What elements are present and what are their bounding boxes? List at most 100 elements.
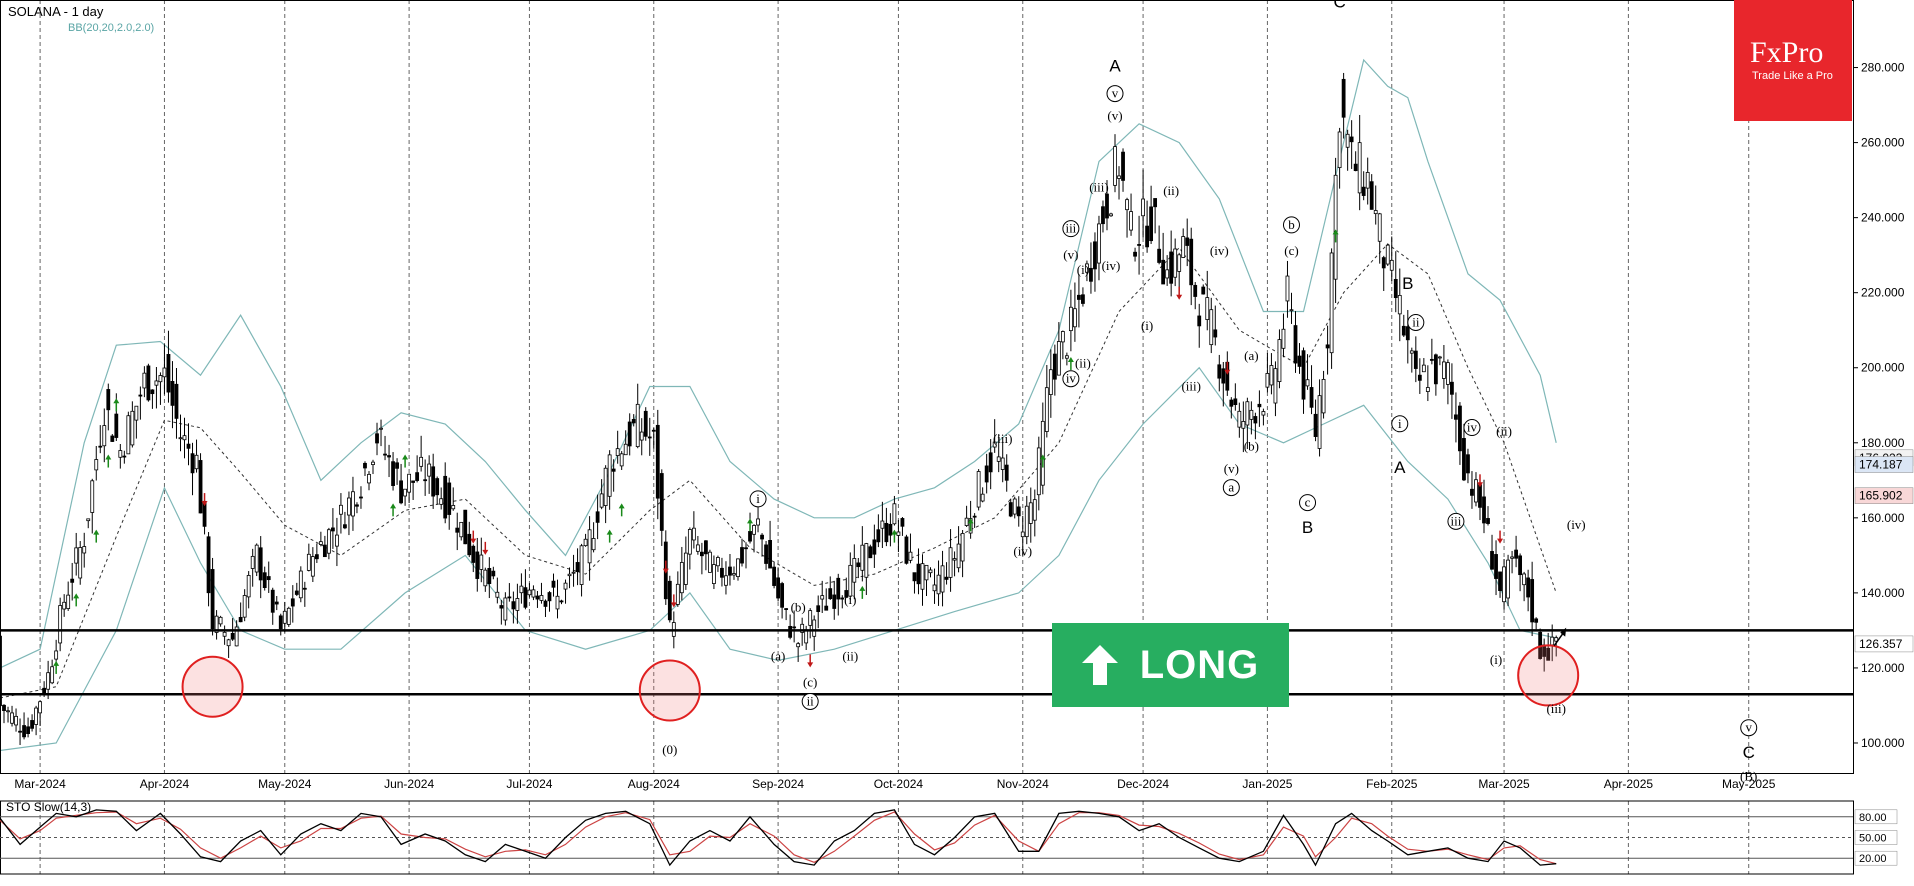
candle-body	[535, 595, 540, 600]
candle-body	[1293, 325, 1298, 364]
candle	[1193, 282, 1198, 310]
candle	[146, 363, 151, 402]
candle	[1056, 322, 1061, 376]
candle	[1137, 215, 1141, 275]
candle-body	[1433, 354, 1438, 385]
candle	[736, 558, 740, 581]
candle	[1297, 343, 1302, 374]
candle	[1437, 355, 1442, 366]
candle	[828, 576, 833, 600]
candle	[583, 533, 588, 547]
candle	[471, 544, 476, 573]
candle-body	[371, 461, 375, 466]
candle-body	[1397, 295, 1402, 315]
candle-body	[1028, 502, 1033, 524]
candle-body	[804, 629, 809, 644]
candle-body	[110, 435, 115, 442]
candle-body	[1024, 505, 1029, 538]
candle	[740, 538, 744, 567]
candle	[439, 487, 444, 510]
candle-body	[1325, 344, 1330, 349]
candle	[712, 555, 716, 590]
wave-circle	[1407, 313, 1425, 331]
candle-body	[483, 569, 488, 587]
candle-body	[732, 573, 736, 576]
candle	[1417, 358, 1422, 394]
candle-body	[383, 453, 387, 456]
candle-body	[796, 643, 801, 648]
price-label: 174.187	[1859, 458, 1903, 472]
wave-circle	[749, 490, 767, 508]
x-tick-label: May-2025	[1722, 777, 1776, 791]
candle	[310, 547, 315, 583]
wave-text: (a)	[771, 648, 785, 663]
candle	[479, 537, 484, 583]
candle-body	[936, 574, 941, 595]
candle-body	[543, 600, 548, 607]
candle	[1073, 282, 1077, 342]
buy-arrow-icon	[105, 454, 112, 468]
candle	[699, 542, 704, 575]
candle-body	[1265, 373, 1270, 388]
candle-body	[138, 394, 143, 397]
candle-body	[1498, 571, 1502, 592]
fxpro-logo[interactable]: FxPro Trade Like a Pro	[1734, 0, 1852, 121]
long-signal-badge: LONG	[1052, 623, 1289, 707]
wave-label: (b)	[791, 600, 806, 615]
candle	[503, 592, 508, 626]
candle-body	[519, 585, 524, 594]
candle-body	[1129, 211, 1133, 231]
candle	[928, 567, 933, 578]
candle-body	[924, 564, 929, 581]
candle	[728, 554, 732, 586]
candle	[431, 453, 436, 509]
candle	[559, 599, 564, 605]
candle	[1349, 120, 1354, 169]
indicator-label: BB(20,20,2.0,2.0)	[68, 22, 155, 34]
sell-arrow-icon	[482, 541, 489, 555]
candle-body	[447, 482, 452, 515]
candle-body	[1093, 241, 1097, 270]
candle-body	[1381, 257, 1386, 269]
brand-name: FxPro	[1750, 36, 1824, 69]
candle-body	[1466, 454, 1470, 474]
candle	[1201, 284, 1206, 295]
candle-body	[34, 707, 38, 725]
candle-body	[876, 529, 881, 543]
candle-body	[174, 383, 179, 419]
candle	[535, 590, 540, 608]
candle	[1337, 127, 1342, 189]
sell-arrow-icon	[1224, 361, 1231, 375]
candle	[631, 414, 636, 427]
wave-label: (B)	[1740, 769, 1757, 784]
candle-body	[720, 567, 724, 578]
candle-body	[1173, 248, 1178, 278]
candle	[1081, 287, 1085, 307]
candle	[888, 513, 893, 547]
x-tick-label: Dec-2024	[1117, 777, 1169, 791]
candle	[1109, 212, 1113, 217]
candle	[840, 595, 845, 609]
candle-body	[339, 504, 343, 515]
candle-body	[1454, 414, 1458, 420]
candle-body	[270, 589, 275, 613]
candle	[423, 459, 428, 496]
candle-body	[343, 524, 347, 529]
wave-label: iv	[1062, 370, 1080, 388]
candle-body	[46, 672, 51, 690]
candle-body	[1389, 259, 1394, 271]
candle	[920, 554, 925, 606]
candle	[14, 708, 18, 732]
bb-lower-line	[0, 366, 1557, 752]
candle-body	[1401, 325, 1406, 336]
candle-body	[748, 531, 752, 542]
candle-body	[351, 491, 355, 517]
candle-body	[130, 410, 135, 446]
candle-body	[784, 608, 789, 610]
candle-body	[1000, 457, 1005, 470]
y-tick-label: 200.000	[1861, 361, 1905, 375]
candle	[860, 526, 865, 582]
candle	[214, 610, 219, 640]
support-lines	[0, 629, 1853, 696]
candle	[298, 566, 303, 603]
